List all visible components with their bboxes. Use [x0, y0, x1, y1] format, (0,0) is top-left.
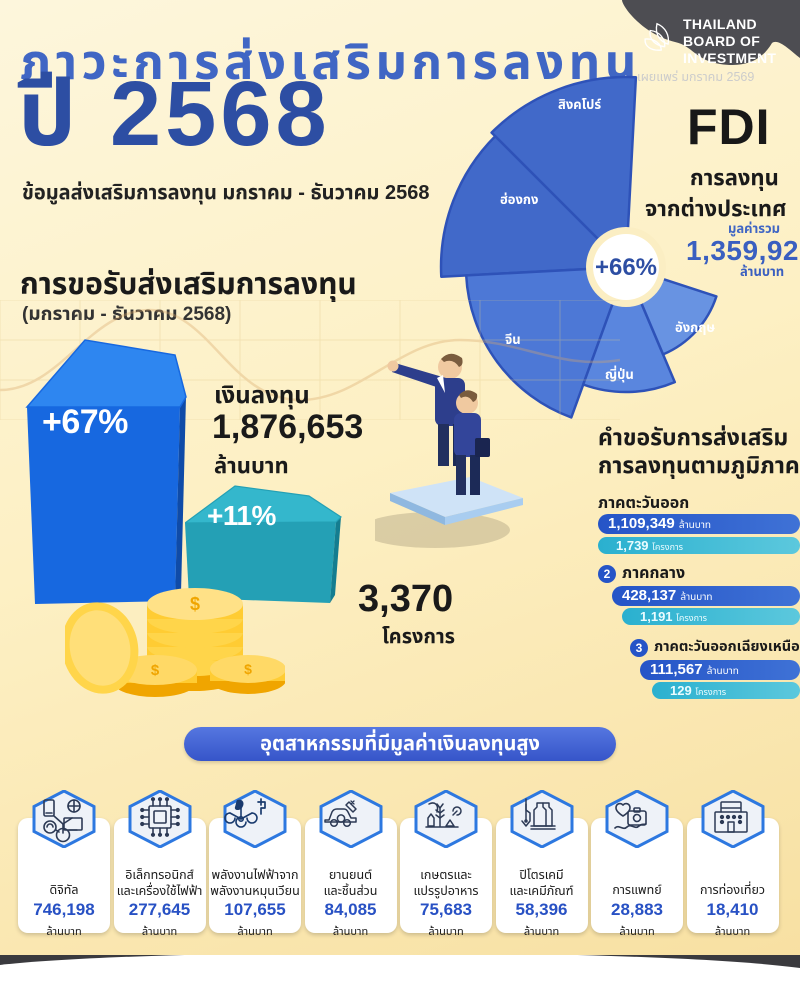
- svg-text:+66%: +66%: [595, 254, 657, 281]
- svg-text:$: $: [190, 594, 200, 614]
- svg-text:$: $: [244, 661, 252, 677]
- svg-text:$: $: [151, 662, 160, 679]
